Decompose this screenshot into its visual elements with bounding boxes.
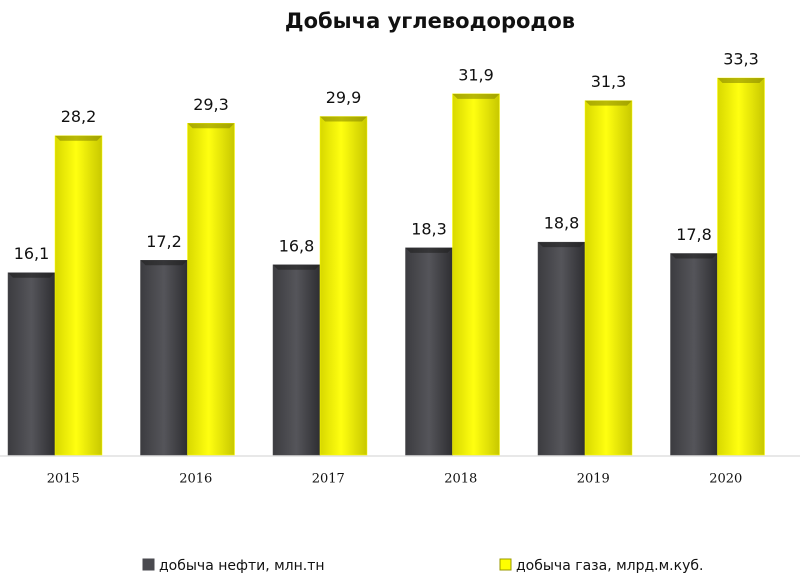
bar-bevel (55, 135, 102, 141)
data-label: 29,3 (193, 95, 229, 114)
bar (405, 247, 453, 456)
data-label: 16,1 (14, 244, 50, 263)
data-label: 33,3 (723, 50, 759, 69)
data-label: 29,9 (326, 88, 362, 107)
bar-bevel (538, 242, 585, 248)
data-label: 16,8 (279, 236, 315, 255)
data-label: 28,2 (61, 107, 97, 126)
data-label: 31,9 (458, 65, 494, 84)
x-tick-label: 2018 (444, 472, 477, 487)
bar (670, 253, 718, 456)
x-tick-label: 2020 (709, 472, 742, 487)
bar-bevel (717, 78, 765, 83)
legend-label: добыча газа, млрд.м.куб. (516, 558, 703, 574)
legend-swatch (142, 558, 155, 571)
bar-bevel (273, 264, 320, 270)
bar-bevel (8, 272, 55, 278)
bar-bevel (670, 253, 718, 259)
x-tick-label: 2019 (577, 472, 610, 487)
legend-swatch (499, 558, 512, 571)
bar-bevel (405, 247, 453, 253)
x-tick-label: 2016 (179, 472, 212, 487)
data-label: 18,3 (411, 219, 447, 238)
bar (319, 116, 368, 456)
bar (537, 241, 586, 456)
bar (717, 77, 765, 456)
bar-bevel (452, 93, 500, 99)
data-label: 17,8 (676, 225, 712, 244)
bar-bevel (140, 260, 188, 266)
x-tick-label: 2015 (47, 472, 80, 487)
bar (272, 264, 321, 456)
bar-bevel (585, 100, 632, 106)
bar (452, 93, 500, 456)
bar-bevel (187, 123, 235, 129)
bar (54, 135, 103, 456)
data-label: 31,3 (591, 72, 627, 91)
chart-title: Добыча углеводородов (285, 9, 575, 33)
data-label: 18,8 (544, 214, 580, 233)
bar (7, 272, 56, 456)
data-label: 17,2 (146, 232, 182, 251)
bar (140, 260, 188, 456)
bar (584, 100, 633, 456)
bar-bevel (320, 116, 367, 122)
legend-label: добыча нефти, млн.тн (159, 558, 325, 574)
x-tick-label: 2017 (312, 472, 345, 487)
bar (187, 123, 235, 456)
